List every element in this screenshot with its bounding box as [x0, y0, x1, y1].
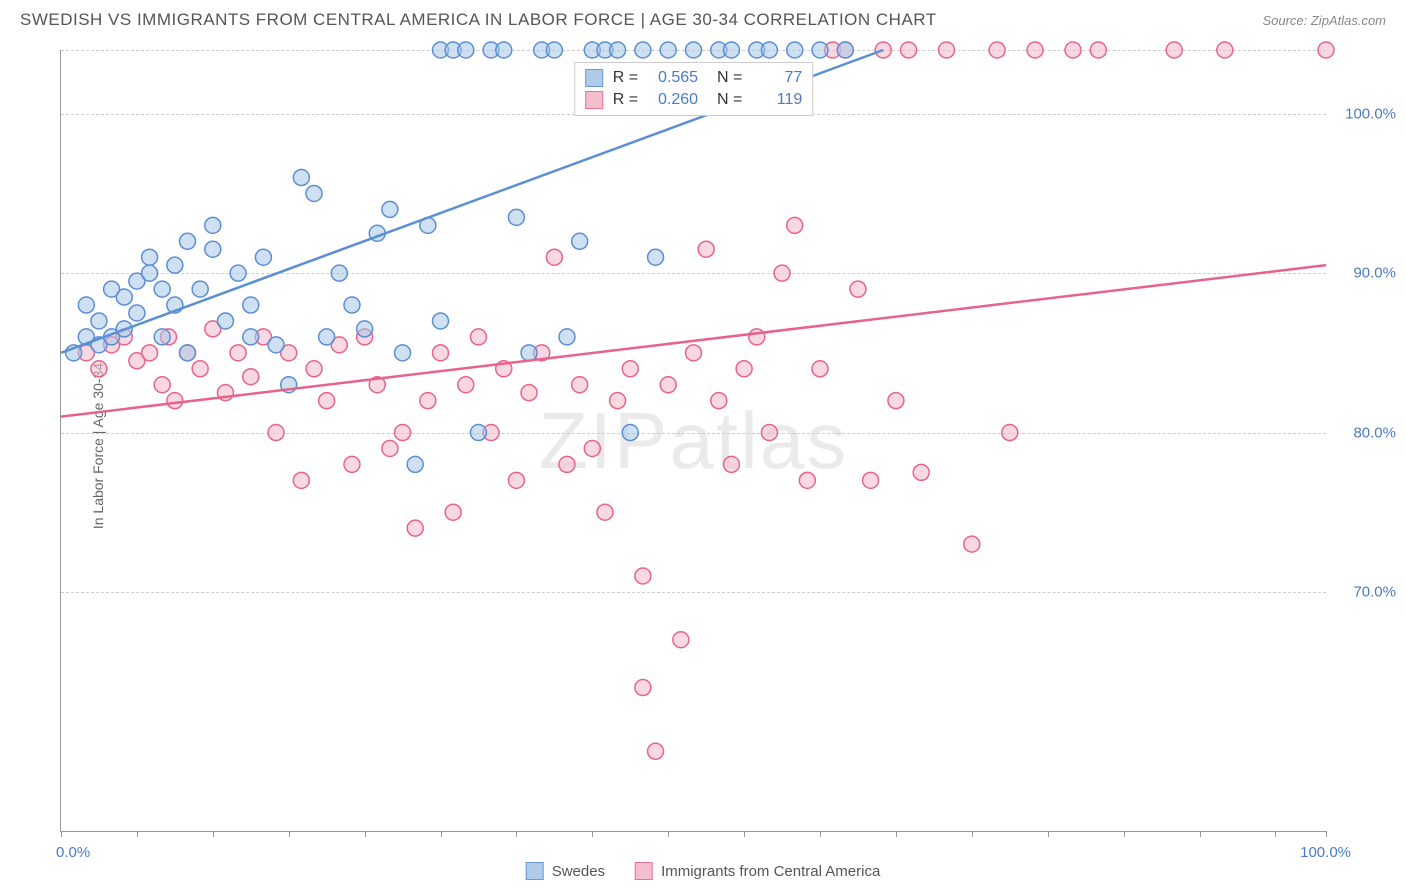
x-axis-start-label: 0.0% [56, 844, 90, 861]
legend-item-swedes: Swedes [526, 862, 605, 880]
n-label: N = [708, 91, 742, 109]
legend-row-swedes: R = 0.565 N = 77 [585, 67, 803, 89]
r-value-immigrants: 0.260 [648, 91, 698, 109]
r-value-swedes: 0.565 [648, 69, 698, 87]
swatch-immigrants-icon [585, 91, 603, 109]
legend-label-immigrants: Immigrants from Central America [661, 863, 880, 880]
x-axis-end-label: 100.0% [1300, 844, 1351, 861]
legend-row-immigrants: R = 0.260 N = 119 [585, 89, 803, 111]
y-tick-label: 100.0% [1345, 105, 1396, 122]
series-legend: Swedes Immigrants from Central America [526, 862, 881, 880]
y-tick-label: 70.0% [1353, 583, 1396, 600]
legend-label-swedes: Swedes [552, 863, 605, 880]
n-value-swedes: 77 [752, 69, 802, 87]
swatch-swedes-icon [585, 69, 603, 87]
source-attribution: Source: ZipAtlas.com [1262, 13, 1386, 28]
n-label: N = [708, 69, 742, 87]
n-value-immigrants: 119 [752, 91, 802, 109]
r-label: R = [613, 69, 638, 87]
y-tick-label: 80.0% [1353, 424, 1396, 441]
r-label: R = [613, 91, 638, 109]
swatch-immigrants-icon [635, 862, 653, 880]
swatch-swedes-icon [526, 862, 544, 880]
correlation-legend: R = 0.565 N = 77 R = 0.260 N = 119 [574, 62, 814, 116]
chart-title: SWEDISH VS IMMIGRANTS FROM CENTRAL AMERI… [20, 10, 937, 30]
chart-plot-area: ZIPatlas 70.0%80.0%90.0%100.0% R = 0.565… [60, 50, 1326, 832]
scatter-plot-svg [61, 50, 1326, 831]
y-tick-label: 90.0% [1353, 265, 1396, 282]
legend-item-immigrants: Immigrants from Central America [635, 862, 880, 880]
